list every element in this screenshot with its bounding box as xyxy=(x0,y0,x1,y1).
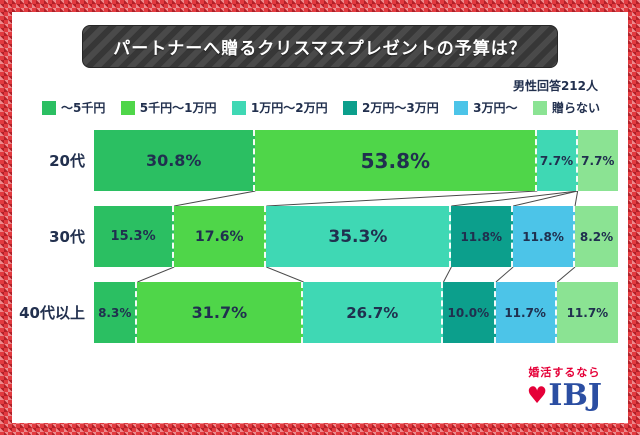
gap-spacer xyxy=(16,191,94,206)
bar-segment: 11.8% xyxy=(513,206,576,267)
bar-segment: 8.2% xyxy=(575,206,618,267)
segment-value: 11.8% xyxy=(460,229,503,244)
legend-label: 贈らない xyxy=(551,101,600,115)
title-bar-wrap: パートナーへ贈るクリスマスプレゼントの予算は？ xyxy=(12,25,628,68)
legend-swatch xyxy=(343,100,358,115)
segment-value: 30.8% xyxy=(145,151,202,170)
brand-footer: 婚活するなら ♥IBJ xyxy=(527,364,602,412)
bar-segment: 35.3% xyxy=(266,206,452,267)
segment-value: 31.7% xyxy=(191,303,248,322)
bar-segment: 26.7% xyxy=(303,282,444,343)
respondents-note: 男性回答212人 xyxy=(512,79,598,93)
row-label: 20代 xyxy=(49,152,85,170)
legend-item: 2万円～3万円 xyxy=(343,99,439,116)
bar-segment: 10.0% xyxy=(443,282,496,343)
connector-area xyxy=(94,191,618,206)
segment-value: 35.3% xyxy=(328,226,388,247)
bar-segment: 11.8% xyxy=(451,206,514,267)
legend-label: 3万円～ xyxy=(473,101,518,115)
legend: ～5千円 5千円～1万円 1万円～2万円 2万円～3万円 3万円～ 贈らない xyxy=(12,94,628,116)
chart-row: 30代 15.3% 17.6% 35.3% 11.8% 11.8% 8.2% xyxy=(16,206,618,267)
bar-segment: 31.7% xyxy=(137,282,304,343)
chart-row: 40代以上 8.3% 31.7% 26.7% 10.0% 11.7% 11.7% xyxy=(16,282,618,343)
row-label: 40代以上 xyxy=(19,304,85,322)
segment-value: 15.3% xyxy=(110,229,156,244)
legend-swatch xyxy=(231,100,246,115)
bar-segment: 17.6% xyxy=(174,206,267,267)
legend-label: ～5千円 xyxy=(61,101,106,115)
stacked-bar: 30.8% 53.8% 7.7% 7.7% xyxy=(94,130,618,191)
segment-value: 7.7% xyxy=(539,153,574,168)
segment-value: 53.8% xyxy=(360,148,431,173)
brand-tagline: 婚活するなら xyxy=(528,365,601,379)
legend-label: 5千円～1万円 xyxy=(139,101,217,115)
heart-icon: ♥ xyxy=(526,381,548,409)
bar-segment: 30.8% xyxy=(94,130,256,191)
legend-item: 5千円～1万円 xyxy=(120,99,217,116)
legend-swatch xyxy=(454,100,469,115)
segment-connectors xyxy=(174,191,579,206)
chart: 20代 30.8% 53.8% 7.7% 7.7% 30代 15.3% 17.6% 35.3% 1… xyxy=(12,130,628,343)
segment-value: 11.8% xyxy=(522,229,564,244)
segment-value: 8.2% xyxy=(579,229,614,244)
legend-item: 贈らない xyxy=(532,99,600,116)
legend-item: ～5千円 xyxy=(42,99,105,116)
legend-swatch xyxy=(532,100,547,115)
segment-connectors xyxy=(137,267,576,282)
segment-value: 8.3% xyxy=(98,305,132,320)
row-gap xyxy=(16,267,618,282)
bar-segment: 7.7% xyxy=(537,130,578,191)
segment-value: 7.7% xyxy=(581,153,615,168)
bar-segment: 7.7% xyxy=(577,130,618,191)
segment-value: 11.7% xyxy=(566,305,609,320)
segment-value: 11.7% xyxy=(504,305,546,320)
stacked-bar: 8.3% 31.7% 26.7% 10.0% 11.7% 11.7% xyxy=(94,282,618,343)
page-title: パートナーへ贈るクリスマスプレゼントの予算は？ xyxy=(82,25,558,68)
stacked-bar: 15.3% 17.6% 35.3% 11.8% 11.8% 8.2% xyxy=(94,206,618,267)
row-gap xyxy=(16,191,618,206)
chart-card: パートナーへ贈るクリスマスプレゼントの予算は？ 男性回答212人 ～5千円 5千円… xyxy=(12,12,628,423)
legend-swatch xyxy=(42,100,56,115)
ibj-logo: ♥IBJ xyxy=(526,377,602,413)
bar-segment: 11.7% xyxy=(495,282,557,343)
chart-row: 20代 30.8% 53.8% 7.7% 7.7% xyxy=(16,130,618,191)
segment-value: 17.6% xyxy=(194,228,244,245)
bar-segment: 8.3% xyxy=(94,282,138,343)
logo-text: IBJ xyxy=(548,377,602,413)
bar-segment: 15.3% xyxy=(94,206,175,267)
segment-value: 26.7% xyxy=(346,303,399,322)
legend-label: 2万円～3万円 xyxy=(362,101,439,115)
legend-item: 3万円～ xyxy=(454,99,518,116)
connector-area xyxy=(94,267,618,282)
legend-item: 1万円～2万円 xyxy=(231,99,328,116)
legend-swatch xyxy=(120,100,135,115)
bar-segment: 53.8% xyxy=(255,130,538,191)
segment-value: 10.0% xyxy=(447,305,490,320)
legend-label: 1万円～2万円 xyxy=(250,101,328,115)
gap-spacer xyxy=(16,267,94,282)
bar-segment: 11.7% xyxy=(556,282,618,343)
row-label: 30代 xyxy=(49,228,85,246)
